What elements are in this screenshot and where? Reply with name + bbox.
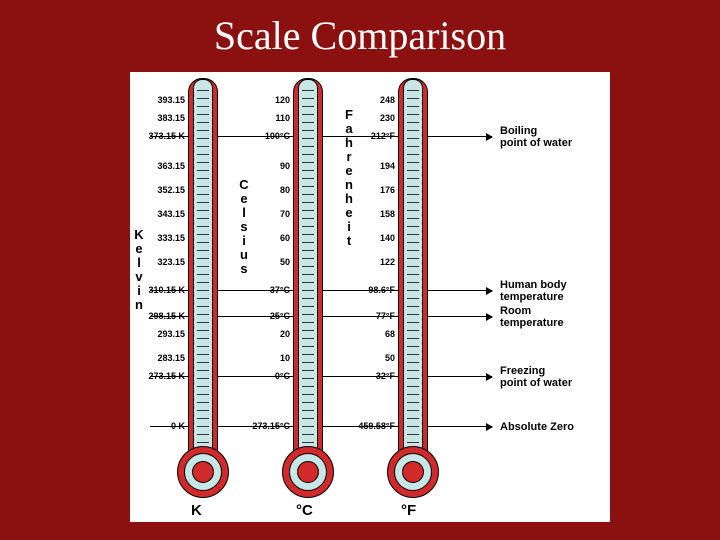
bottom-label-fahrenheit: °F <box>401 502 416 519</box>
slide: Scale Comparison 393.15 383.15 373.15 K 363… <box>0 0 720 540</box>
tick-label: 50 <box>385 353 395 363</box>
tick-label: 283.15 <box>157 353 185 363</box>
tick-label: -459.58°F <box>355 421 395 431</box>
tick-label: 68 <box>385 329 395 339</box>
arrow-icon <box>430 316 492 317</box>
arrow-icon <box>430 290 492 291</box>
tick-label: 393.15 <box>157 95 185 105</box>
bottom-label-celsius: °C <box>296 502 313 519</box>
arrow-icon <box>430 376 492 377</box>
tick-label: 212°F <box>371 131 395 141</box>
thermometer-bulb <box>177 446 229 498</box>
arrow-icon <box>430 426 492 427</box>
tick-label: 90 <box>280 161 290 171</box>
tick-label: 37°C <box>270 285 290 295</box>
tick-label: 343.15 <box>157 209 185 219</box>
annotation-label: Roomtemperature <box>500 305 564 329</box>
tick-label: 230 <box>380 113 395 123</box>
thermometer-tube-inner <box>403 79 423 451</box>
tick-label: 25°C <box>270 311 290 321</box>
scale-name-celsius: Celsius <box>238 178 250 276</box>
tick-label: 98.6°F <box>368 285 395 295</box>
thermometer-ticks <box>404 90 422 450</box>
tick-label: 293.15 <box>157 329 185 339</box>
tick-label: 20 <box>280 329 290 339</box>
thermometer-bulb <box>387 446 439 498</box>
tick-label: 248 <box>380 95 395 105</box>
tick-label: 310.15 K <box>148 285 185 295</box>
tick-label: 176 <box>380 185 395 195</box>
tick-label: 383.15 <box>157 113 185 123</box>
scale-name-fahrenheit: Fahrenheit <box>343 108 355 248</box>
tick-label: 10 <box>280 353 290 363</box>
tick-label: 60 <box>280 233 290 243</box>
tick-label: 110 <box>275 113 290 123</box>
tick-label: 352.15 <box>157 185 185 195</box>
annotation-label: Boilingpoint of water <box>500 125 572 149</box>
scale-comparison-figure: 393.15 383.15 373.15 K 363.15 352.15 343.15 33… <box>130 72 610 522</box>
tick-label: 140 <box>380 233 395 243</box>
thermometer-tube-inner <box>298 79 318 451</box>
thermometer-bulb <box>282 446 334 498</box>
bottom-label-kelvin: K <box>191 502 202 519</box>
tick-label: 50 <box>280 257 290 267</box>
tick-label: 77°F <box>376 311 395 321</box>
tick-label: 363.15 <box>157 161 185 171</box>
annotation-label: Freezingpoint of water <box>500 365 572 389</box>
slide-title: Scale Comparison <box>0 0 720 59</box>
tick-label: 0°C <box>275 371 290 381</box>
annotation-label: Human bodytemperature <box>500 279 567 303</box>
thermometer-tube-inner <box>193 79 213 451</box>
tick-label: 333.15 <box>157 233 185 243</box>
tick-label: 32°F <box>376 371 395 381</box>
tick-label: 80 <box>280 185 290 195</box>
thermometer-ticks <box>194 90 212 450</box>
tick-label: 323.15 <box>157 257 185 267</box>
tick-label: 122 <box>380 257 395 267</box>
scale-name-kelvin: Kelvin <box>133 228 145 312</box>
tick-label: 373.15 K <box>148 131 185 141</box>
annotation-label: Absolute Zero <box>500 421 574 433</box>
thermometer-ticks <box>299 90 317 450</box>
tick-label: 100°C <box>265 131 290 141</box>
tick-label: 0 K <box>171 421 185 431</box>
tick-label: -273.15°C <box>249 421 290 431</box>
tick-label: 194 <box>380 161 395 171</box>
tick-label: 298.15 K <box>148 311 185 321</box>
arrow-icon <box>430 136 492 137</box>
tick-label: 70 <box>280 209 290 219</box>
tick-label: 158 <box>380 209 395 219</box>
tick-label: 273.15 K <box>148 371 185 381</box>
tick-label: 120 <box>275 95 290 105</box>
